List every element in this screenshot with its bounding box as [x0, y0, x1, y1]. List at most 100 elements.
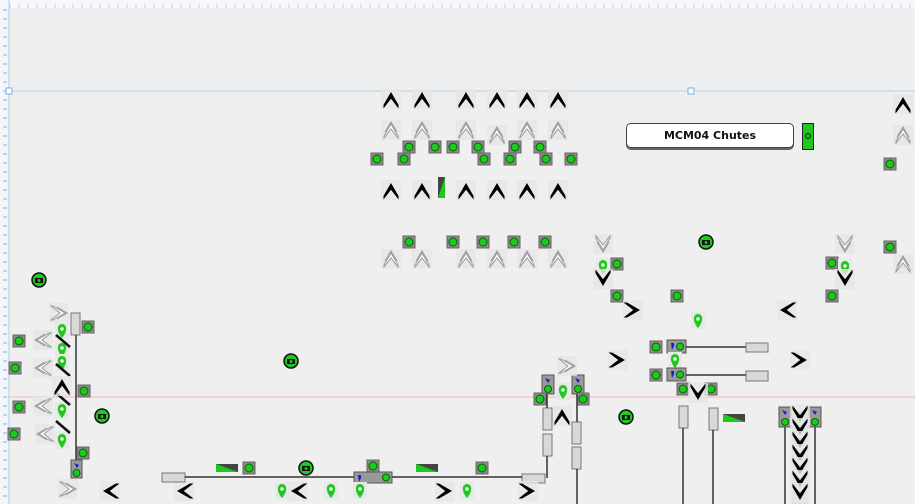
chevron-down-icon[interactable]: [835, 234, 855, 254]
chevron-up-icon[interactable]: [52, 376, 72, 396]
status-dot-icon[interactable]: [883, 240, 897, 254]
status-dot-icon[interactable]: [649, 340, 663, 354]
status-dot-icon[interactable]: [610, 289, 624, 303]
chevron-left-icon[interactable]: [288, 481, 308, 501]
status-dot-icon[interactable]: [610, 257, 624, 271]
chevron-up-icon[interactable]: [487, 125, 507, 145]
chevron-up-icon[interactable]: [548, 89, 568, 109]
location-pin-icon[interactable]: [556, 383, 570, 400]
status-dot-icon[interactable]: [676, 382, 690, 396]
camera-icon[interactable]: [283, 353, 299, 369]
diverter-icon[interactable]: [55, 420, 71, 434]
status-dot-icon[interactable]: [507, 235, 521, 249]
chevron-up-icon[interactable]: [412, 120, 432, 140]
ramp-indicator-icon[interactable]: [723, 414, 745, 422]
ramp-indicator-icon[interactable]: [216, 464, 238, 472]
photo-eye-icon[interactable]: [70, 459, 83, 479]
status-dot-icon[interactable]: [446, 140, 460, 154]
chevron-up-icon[interactable]: [893, 125, 913, 145]
chevron-up-icon[interactable]: [412, 249, 432, 269]
chevron-up-icon[interactable]: [552, 406, 572, 426]
chevron-up-icon[interactable]: [517, 249, 537, 269]
roller-icon[interactable]: [708, 407, 719, 431]
selection-handle[interactable]: [687, 87, 695, 95]
status-dot-icon[interactable]: [471, 140, 485, 154]
status-dot-icon[interactable]: [446, 235, 460, 249]
chevron-up-icon[interactable]: [456, 180, 476, 200]
photo-eye-icon[interactable]: [571, 374, 585, 395]
roller-icon[interactable]: [745, 370, 769, 382]
roller-icon[interactable]: [745, 342, 769, 353]
location-pin-icon[interactable]: [691, 312, 705, 329]
status-dot-icon[interactable]: [7, 427, 21, 441]
chevron-right-icon[interactable]: [58, 479, 78, 499]
status-dot-icon[interactable]: [370, 152, 384, 166]
roller-icon[interactable]: [542, 433, 553, 457]
chevron-up-icon[interactable]: [893, 94, 913, 114]
chevron-up-icon[interactable]: [487, 89, 507, 109]
status-dot-icon[interactable]: [77, 384, 91, 398]
photo-eye-icon[interactable]: [778, 406, 792, 428]
chevron-up-icon[interactable]: [381, 89, 401, 109]
location-pin-icon[interactable]: [668, 352, 682, 369]
camera-icon[interactable]: [94, 408, 110, 424]
status-dot-icon[interactable]: [81, 320, 95, 334]
chevron-down-icon[interactable]: [790, 483, 810, 503]
chevron-right-icon[interactable]: [608, 350, 628, 370]
chevron-up-icon[interactable]: [487, 180, 507, 200]
status-dot-icon[interactable]: [242, 461, 256, 475]
roller-icon[interactable]: [571, 421, 582, 445]
selection-handle[interactable]: [5, 87, 13, 95]
status-dot-icon[interactable]: [477, 152, 491, 166]
chevron-up-icon[interactable]: [517, 120, 537, 140]
ramp-indicator-icon[interactable]: [416, 464, 438, 472]
chevron-up-icon[interactable]: [517, 89, 537, 109]
diverter-icon[interactable]: [55, 334, 71, 348]
photo-eye-icon[interactable]: [541, 374, 555, 395]
status-dot-icon[interactable]: [508, 140, 522, 154]
chevron-left-icon[interactable]: [777, 300, 797, 320]
chevron-right-icon[interactable]: [49, 303, 69, 323]
status-dot-icon[interactable]: [12, 334, 26, 348]
roller-icon[interactable]: [571, 446, 582, 470]
chevron-up-icon[interactable]: [412, 180, 432, 200]
chevron-down-icon[interactable]: [688, 383, 708, 403]
camera-icon[interactable]: [698, 234, 714, 250]
chevron-right-icon[interactable]: [518, 481, 538, 501]
chevron-up-icon[interactable]: [487, 249, 507, 269]
status-dot-icon[interactable]: [576, 392, 590, 406]
chevron-up-icon[interactable]: [412, 89, 432, 109]
chevron-left-icon[interactable]: [174, 481, 194, 501]
status-dot-icon[interactable]: [538, 235, 552, 249]
roller-icon[interactable]: [161, 472, 186, 483]
status-dot-icon[interactable]: [402, 235, 416, 249]
status-dot-icon[interactable]: [883, 157, 897, 171]
location-pin-icon[interactable]: [460, 482, 474, 499]
chevron-left-icon[interactable]: [33, 330, 53, 350]
status-dot-icon[interactable]: [428, 140, 442, 154]
location-pin-icon[interactable]: [55, 322, 69, 339]
status-dot-icon[interactable]: [12, 400, 26, 414]
photo-eye-icon[interactable]: [666, 339, 687, 354]
location-pin-icon[interactable]: [55, 432, 69, 449]
status-dot-icon[interactable]: [397, 152, 411, 166]
chevron-up-icon[interactable]: [548, 180, 568, 200]
status-dot-icon[interactable]: [539, 152, 553, 166]
status-dot-icon[interactable]: [76, 446, 90, 460]
chevron-left-icon[interactable]: [35, 424, 55, 444]
location-pin-icon[interactable]: [275, 482, 289, 499]
mcm04-status-indicator[interactable]: [802, 123, 814, 150]
chevron-up-icon[interactable]: [548, 120, 568, 140]
chevron-left-icon[interactable]: [100, 481, 120, 501]
photo-eye-icon[interactable]: [353, 471, 393, 484]
diverter-icon[interactable]: [55, 363, 71, 377]
status-dot-icon[interactable]: [402, 140, 416, 154]
status-dot-icon[interactable]: [670, 289, 684, 303]
status-dot-icon[interactable]: [564, 152, 578, 166]
status-dot-icon[interactable]: [825, 289, 839, 303]
chevron-left-icon[interactable]: [33, 396, 53, 416]
chevron-right-icon[interactable]: [557, 356, 577, 376]
status-dot-icon[interactable]: [366, 459, 380, 473]
chevron-up-icon[interactable]: [381, 180, 401, 200]
chevron-right-icon[interactable]: [435, 481, 455, 501]
